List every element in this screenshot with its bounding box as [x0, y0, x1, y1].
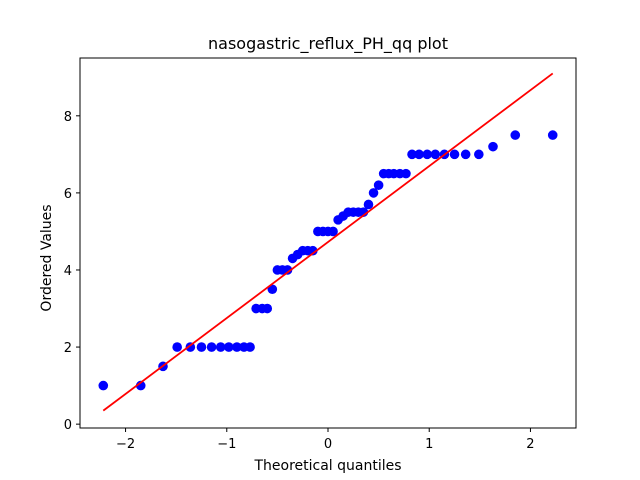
x-tick-label: 0 — [324, 437, 332, 452]
data-point — [368, 188, 379, 198]
data-point — [547, 130, 558, 140]
x-axis-label: Theoretical quantiles — [253, 458, 401, 474]
data-point — [373, 180, 384, 190]
data-point — [245, 342, 255, 352]
data-point — [474, 149, 484, 160]
data-point — [510, 130, 521, 140]
y-tick-label: 4 — [64, 264, 72, 279]
data-point — [282, 265, 293, 275]
data-point — [363, 199, 374, 210]
data-point — [206, 342, 217, 352]
data-point — [407, 149, 417, 160]
y-tick-label: 2 — [64, 341, 72, 356]
data-point — [196, 342, 207, 352]
x-tick-label: 1 — [425, 437, 433, 452]
data-point — [430, 149, 441, 160]
data-point — [449, 149, 460, 160]
fit-line — [102, 72, 554, 412]
data-point — [224, 342, 234, 352]
data-point — [172, 342, 182, 352]
data-point — [328, 226, 338, 237]
data-point — [215, 342, 226, 352]
x-tick-label: −2 — [116, 437, 135, 452]
y-axis-label: Ordered Values — [39, 204, 55, 311]
data-point — [267, 284, 278, 295]
data-point — [185, 342, 196, 352]
y-tick-label: 6 — [64, 187, 72, 202]
x-tick-label: 2 — [526, 437, 534, 452]
data-point — [401, 168, 411, 179]
data-point — [98, 380, 109, 391]
plot-marks — [98, 72, 558, 412]
data-point — [422, 149, 433, 160]
chart-title: nasogastric_reflux_PH_qq plot — [208, 34, 448, 54]
data-point — [414, 149, 424, 160]
x-tick-label: −1 — [217, 437, 236, 452]
data-point — [135, 380, 146, 391]
y-tick-label: 0 — [64, 418, 72, 433]
y-tick-label: 8 — [64, 110, 72, 125]
data-point — [488, 141, 498, 152]
data-point — [460, 149, 471, 160]
plot-axes: −2 −1 0 1 2 0 2 4 6 8 — [64, 57, 577, 452]
data-point — [262, 303, 273, 314]
data-point — [308, 245, 318, 256]
data-point — [232, 342, 242, 352]
